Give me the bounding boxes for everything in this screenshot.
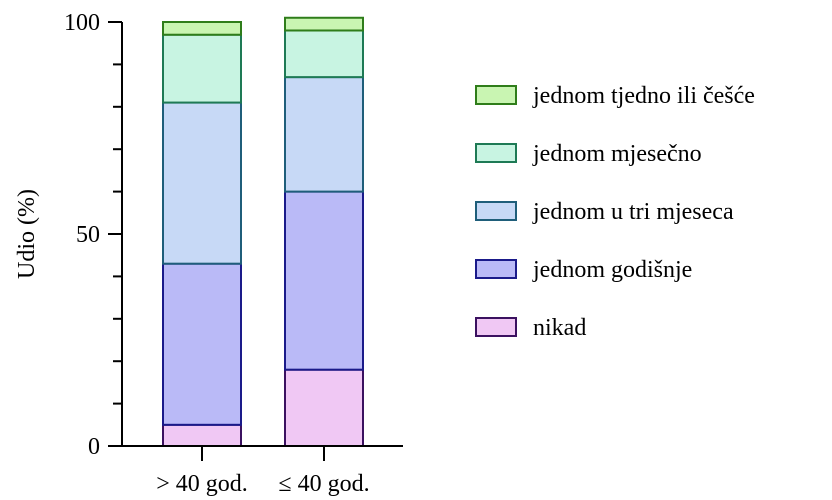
bar-segment — [162, 33, 242, 104]
legend-swatch — [475, 317, 517, 337]
plot-area — [162, 16, 364, 447]
legend-label: jednom u tri mjeseca — [532, 199, 734, 225]
legend-swatch — [475, 259, 517, 279]
legend: jednom tjedno ili češće jednom mjesečno je… — [475, 83, 755, 341]
legend-label: jednom godišnje — [532, 257, 692, 283]
y-tick-label: 0 — [88, 434, 100, 460]
bar-segment — [162, 101, 242, 265]
legend-swatch — [475, 85, 517, 105]
x-tick-label: ≤ 40 god. — [278, 471, 369, 497]
bar-segment — [284, 76, 364, 193]
legend-label: jednom tjedno ili češće — [532, 83, 755, 109]
legend-label: jednom mjesečno — [532, 141, 702, 167]
x-tick-label: > 40 god. — [156, 471, 248, 497]
x-ticks: > 40 god. ≤ 40 god. — [156, 446, 370, 497]
bar-segment — [284, 368, 364, 447]
legend-swatch — [475, 201, 517, 221]
bar-segment — [162, 21, 242, 36]
y-ticks: 0 50 100 — [64, 10, 122, 460]
bar-segment — [284, 29, 364, 79]
y-tick-label: 50 — [76, 222, 100, 248]
bar-segment — [162, 262, 242, 426]
bar-segment — [284, 190, 364, 371]
bar-segment — [162, 423, 242, 447]
y-axis-title: Udio (%) — [14, 189, 40, 279]
legend-label: nikad — [533, 315, 586, 341]
legend-swatch — [475, 143, 517, 163]
y-tick-label: 100 — [64, 10, 100, 36]
bar-segment — [284, 16, 364, 32]
